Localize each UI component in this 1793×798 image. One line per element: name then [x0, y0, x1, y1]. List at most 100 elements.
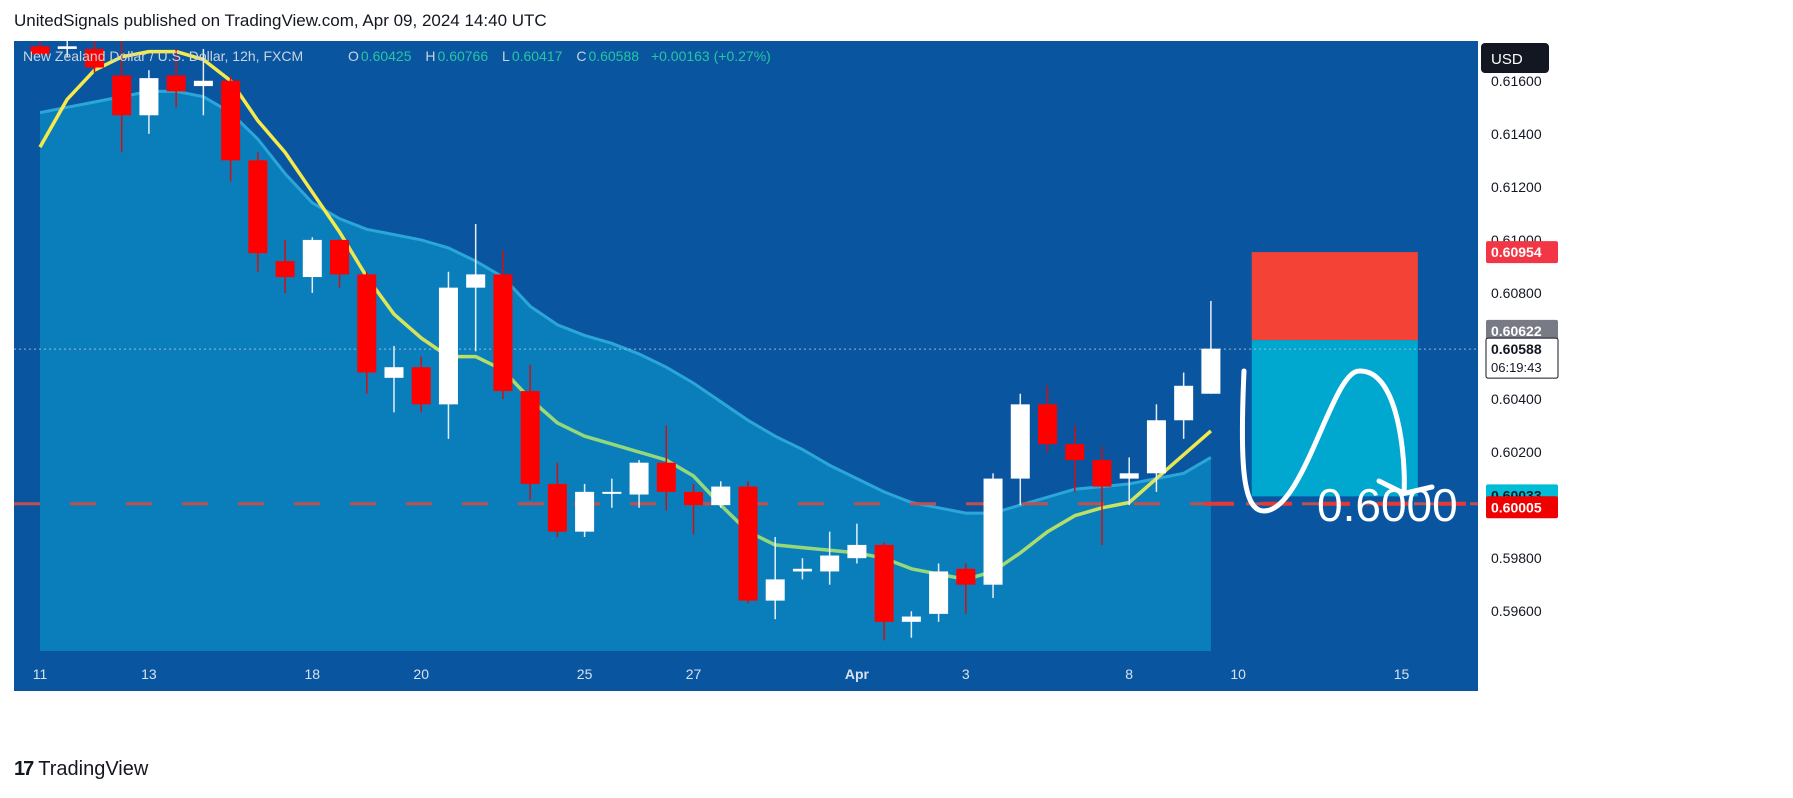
currency-button[interactable]: USD: [1481, 43, 1549, 73]
candle: [112, 41, 132, 153]
chart-area[interactable]: 0.596000.598000.600000.602000.604000.606…: [14, 41, 1781, 744]
candle-body: [166, 75, 186, 92]
candle: [139, 70, 159, 134]
candle: [929, 563, 949, 622]
stop-price-tag-bg: [1486, 241, 1558, 264]
countdown-text: 06:19:43: [1491, 360, 1542, 375]
candle-body: [1146, 420, 1166, 474]
candle-body: [1174, 385, 1194, 421]
svg-text:USD: USD: [1491, 51, 1523, 68]
candle: [275, 239, 295, 293]
candle: [656, 425, 676, 511]
candle-body: [602, 491, 622, 494]
x-tick-label: Apr: [845, 666, 870, 682]
candle-body: [302, 239, 322, 278]
x-tick-label: 20: [413, 666, 429, 682]
candle-body: [983, 478, 1003, 585]
entry-price-tag-bg: [1486, 319, 1558, 342]
stop-loss-zone: [1251, 252, 1418, 341]
x-tick-label: 25: [577, 666, 593, 682]
position-zone-layer: [14, 252, 1478, 497]
candle: [901, 611, 921, 638]
candle-body: [575, 491, 595, 532]
drawn-wave-path: [1239, 368, 1407, 514]
time-scale-background: [14, 651, 1478, 691]
candle-body: [684, 491, 704, 506]
y-tick-label: 0.60200: [1491, 444, 1542, 460]
candle: [193, 48, 213, 116]
candle: [820, 531, 840, 585]
candle: [792, 558, 812, 580]
candle: [330, 239, 350, 288]
candle: [738, 481, 758, 604]
candle-body: [221, 80, 241, 161]
x-tick-label: 18: [305, 666, 321, 682]
tradingview-brand[interactable]: 17 TradingView: [14, 758, 148, 781]
candle-body: [139, 78, 159, 116]
target-annotation: 0.6000: [1317, 479, 1458, 531]
candle-body: [1119, 473, 1139, 479]
candle-body: [738, 486, 758, 601]
candle: [384, 346, 404, 413]
candle: [1119, 457, 1139, 506]
candle: [1174, 372, 1194, 439]
candle-body: [466, 274, 486, 288]
candle-body: [1038, 404, 1058, 445]
candle: [493, 250, 513, 400]
candle: [847, 523, 867, 564]
candle-body: [1201, 348, 1221, 394]
candle: [629, 460, 649, 508]
candle-body: [820, 555, 840, 572]
y-tick-label: 0.59600: [1491, 603, 1542, 619]
candle: [684, 483, 704, 535]
candle: [765, 536, 785, 620]
y-tick-label: 0.59800: [1491, 550, 1542, 566]
stop-price-tag-text: 0.60954: [1491, 244, 1542, 260]
candle-body: [956, 568, 976, 585]
chart-svg[interactable]: 0.596000.598000.600000.602000.604000.606…: [14, 41, 1781, 744]
support-price-tag-bg: [1486, 496, 1558, 519]
candle: [711, 481, 731, 508]
candle-body: [656, 462, 676, 492]
candle: [575, 483, 595, 537]
candle: [1038, 385, 1058, 453]
candle: [983, 473, 1003, 598]
legend-ohlc: O 0.60425 H 0.60766 L 0.60417 C 0.60588 +0.0…: [348, 48, 771, 64]
x-tick-label: 11: [33, 666, 48, 682]
candle-body: [275, 261, 295, 278]
publish-info: UnitedSignals published on TradingView.c…: [14, 11, 547, 30]
candle-body: [84, 48, 104, 68]
candle-body: [929, 571, 949, 614]
candle-body: [847, 544, 867, 559]
candle-body: [1065, 444, 1085, 461]
candle-body: [1010, 404, 1030, 479]
candle: [302, 237, 322, 293]
candle-body: [711, 486, 731, 506]
candle-body: [547, 483, 567, 532]
x-tick-label: 10: [1230, 666, 1246, 682]
candle-body: [1092, 460, 1112, 487]
entry-price-tag: 0.60622: [1486, 319, 1558, 342]
candle-body: [792, 568, 812, 572]
candle: [57, 41, 77, 57]
y-tick-label: 0.60800: [1491, 285, 1542, 301]
arrow-head-icon: [1376, 478, 1435, 496]
candle: [166, 48, 186, 108]
candle: [1201, 300, 1221, 394]
last-price-bg: [1485, 337, 1559, 379]
candle: [602, 478, 622, 508]
x-axis: 11 13 18 20 25 27 Apr 3 8 10 15: [33, 666, 1410, 682]
candle: [438, 271, 458, 439]
y-tick-label: 0.61200: [1491, 179, 1542, 195]
x-tick-label: 15: [1394, 666, 1410, 682]
candle-body: [30, 46, 50, 55]
candle-body: [438, 287, 458, 405]
candle-body: [193, 80, 213, 87]
candle: [30, 41, 50, 55]
y-tick-label: 0.61600: [1491, 73, 1542, 89]
x-tick-label: 8: [1125, 666, 1133, 682]
candle-body: [629, 462, 649, 495]
x-tick-label: 13: [141, 666, 157, 682]
candle: [411, 356, 431, 413]
candle-body: [874, 544, 894, 622]
